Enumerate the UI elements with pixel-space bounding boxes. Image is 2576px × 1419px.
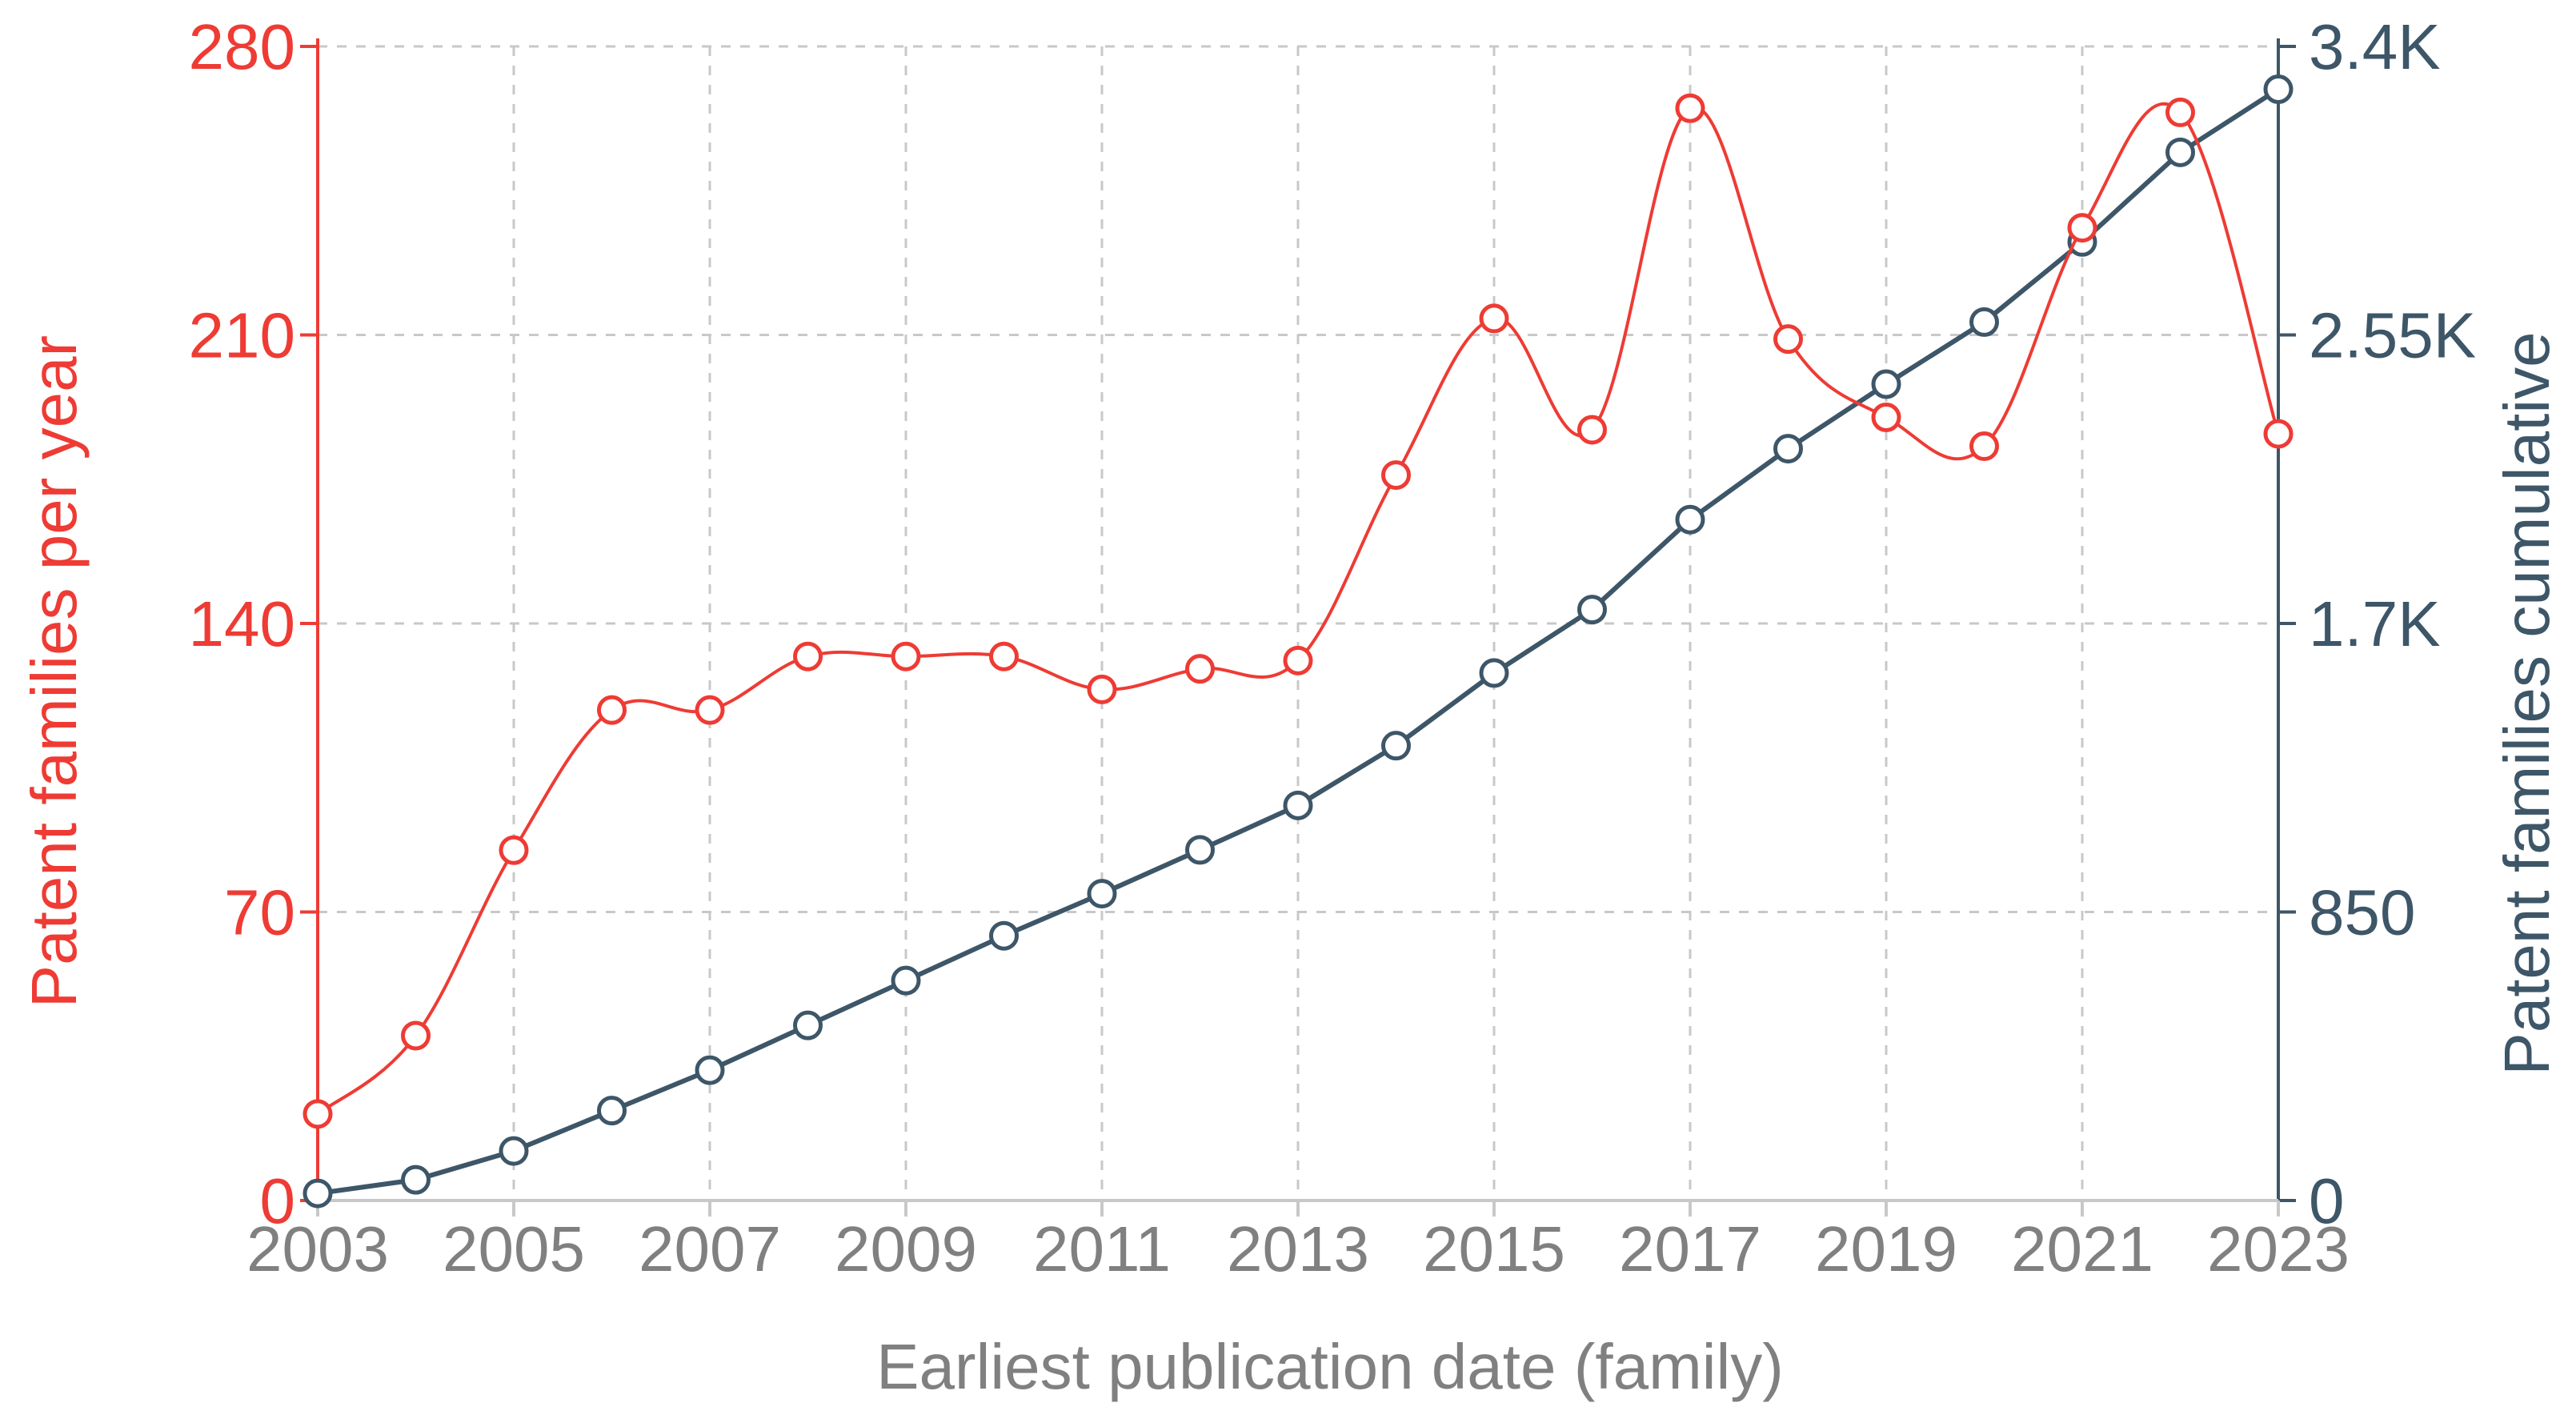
right-y-tick-label: 3.4K: [2309, 11, 2441, 82]
data-point-cumulative: [891, 965, 921, 996]
x-tick-label: 2017: [1619, 1213, 1761, 1285]
data-point-cumulative: [302, 1178, 333, 1209]
data-point-per-year: [1087, 674, 1117, 704]
right-y-axis-title: Patent families cumulative: [2491, 331, 2562, 1075]
x-axis-title: Earliest publication date (family): [876, 1331, 1784, 1402]
data-point-per-year: [499, 835, 529, 865]
data-point-cumulative: [1283, 790, 1313, 820]
data-point-per-year: [401, 1020, 431, 1051]
left-y-tick-label: 280: [189, 11, 295, 82]
right-y-tick-label: 1.7K: [2309, 588, 2441, 659]
data-point-cumulative: [597, 1096, 627, 1126]
data-point-cumulative: [1479, 658, 1509, 688]
data-point-per-year: [695, 695, 725, 725]
data-point-per-year: [793, 641, 823, 671]
data-point-per-year: [1283, 645, 1313, 675]
data-point-per-year: [2263, 419, 2294, 449]
x-tick-label: 2019: [1815, 1213, 1957, 1285]
data-point-cumulative: [1185, 835, 1215, 865]
data-point-per-year: [2165, 97, 2195, 127]
data-point-cumulative: [1871, 369, 1901, 399]
data-point-per-year: [1577, 415, 1607, 445]
x-tick-label: 2007: [639, 1213, 781, 1285]
x-tick-label: 2011: [1033, 1213, 1171, 1285]
data-point-per-year: [1479, 303, 1509, 334]
data-point-per-year: [1185, 654, 1215, 684]
x-tick-label: 2023: [2207, 1213, 2350, 1285]
data-point-per-year: [989, 641, 1019, 671]
data-point-cumulative: [1577, 595, 1607, 625]
series: [302, 74, 2294, 1209]
right-y-tick-label: 0: [2309, 1165, 2345, 1237]
right-y-tick-label: 2.55K: [2309, 300, 2476, 371]
data-point-per-year: [891, 641, 921, 671]
data-point-cumulative: [695, 1055, 725, 1085]
tick-labels: 0 70 140 210 280 0 850 1.7K 2.55K 3.4K 2003 2005 200…: [189, 11, 2477, 1285]
data-point-cumulative: [989, 920, 1019, 951]
left-y-tick-label: 0: [260, 1165, 296, 1237]
x-tick-label: 2009: [835, 1213, 977, 1285]
data-point-cumulative: [401, 1164, 431, 1195]
grid: [318, 45, 2278, 1201]
right-y-tick-label: 850: [2309, 877, 2415, 948]
left-y-axis-title: Patent families per year: [18, 335, 90, 1008]
left-y-tick-label: 210: [189, 300, 295, 371]
axes: [300, 38, 2296, 1217]
left-y-tick-label: 140: [189, 588, 295, 659]
data-point-per-year: [2067, 213, 2097, 243]
x-tick-label: 2005: [443, 1213, 585, 1285]
data-point-per-year: [1675, 93, 1705, 123]
x-tick-label: 2003: [246, 1213, 389, 1285]
data-point-per-year: [597, 695, 627, 725]
data-point-cumulative: [1675, 504, 1705, 535]
data-point-per-year: [1871, 403, 1901, 432]
data-point-per-year: [1381, 460, 1411, 491]
data-point-cumulative: [1969, 307, 1999, 337]
x-tick-label: 2013: [1227, 1213, 1369, 1285]
data-point-cumulative: [1773, 434, 1803, 464]
data-point-per-year: [302, 1099, 333, 1129]
data-point-per-year: [1969, 431, 1999, 462]
data-point-per-year: [1773, 324, 1803, 355]
data-point-cumulative: [793, 1010, 823, 1040]
data-point-cumulative: [499, 1136, 529, 1166]
left-y-tick-label: 70: [224, 877, 295, 948]
x-tick-label: 2015: [1423, 1213, 1565, 1285]
data-point-cumulative: [1087, 879, 1117, 909]
data-point-cumulative: [2165, 137, 2195, 167]
data-point-cumulative: [1381, 731, 1411, 761]
series-line-per-year: [316, 102, 2280, 1116]
x-tick-label: 2021: [2011, 1213, 2153, 1285]
data-point-cumulative: [2263, 74, 2294, 104]
